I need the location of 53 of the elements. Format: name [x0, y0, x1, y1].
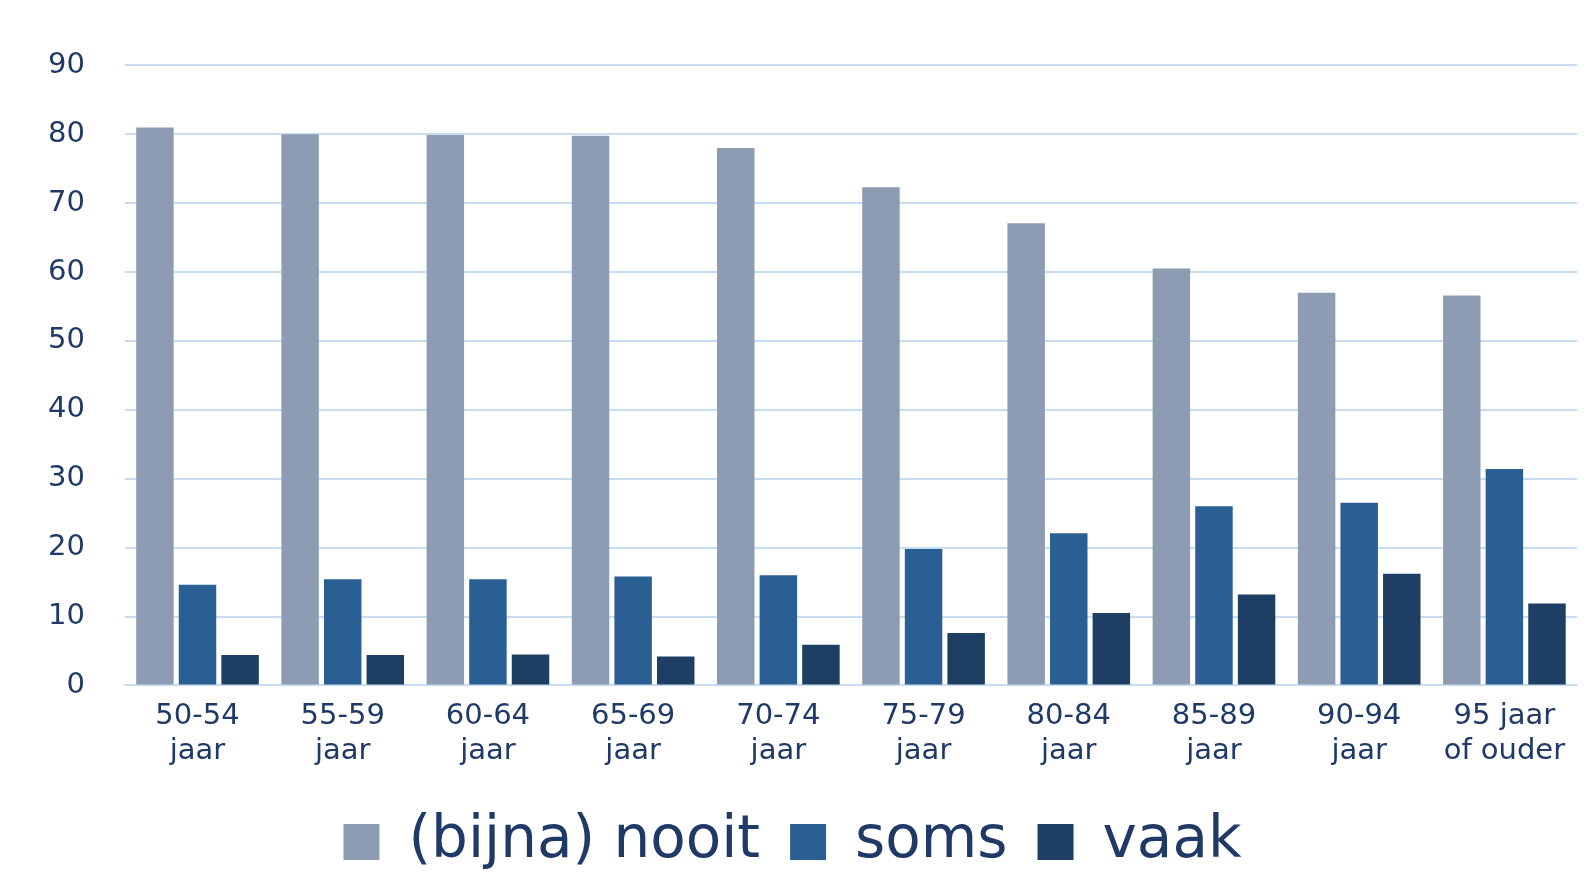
bar — [1485, 469, 1524, 685]
bar — [469, 579, 507, 685]
bar — [1237, 594, 1276, 685]
x-tick-label: 50-54 jaar — [155, 697, 240, 767]
y-tick-label: 30 — [48, 459, 85, 494]
bar — [802, 644, 840, 685]
bar — [717, 148, 755, 685]
bar — [426, 134, 465, 685]
bar — [136, 127, 174, 685]
x-tick-label: 85-89 jaar — [1171, 697, 1257, 767]
bar — [366, 655, 405, 685]
bar — [511, 654, 550, 685]
x-tick-label: 90-94 jaar — [1317, 697, 1402, 767]
x-tick-label: 95 jaar of ouder — [1443, 697, 1566, 767]
y-tick-label: 40 — [48, 390, 85, 425]
bar — [1152, 268, 1191, 685]
bar — [1195, 506, 1233, 685]
bar — [1443, 295, 1481, 685]
y-tick-label: 90 — [48, 45, 85, 80]
bar — [281, 134, 319, 685]
x-tick-label: 80-84 jaar — [1026, 697, 1111, 767]
bar — [323, 579, 362, 685]
x-tick-label: 65-69 jaar — [591, 697, 676, 767]
bar — [1007, 223, 1045, 685]
y-tick-label: 0 — [66, 665, 85, 700]
y-tick-label: 50 — [48, 321, 85, 356]
y-tick-label: 80 — [48, 114, 85, 149]
x-tick-label: 60-64 jaar — [445, 697, 531, 767]
legend-label: soms — [855, 803, 1008, 872]
bar — [862, 187, 900, 685]
bar — [614, 576, 652, 685]
legend-label: (bijna) nooit — [408, 803, 761, 872]
bar — [947, 633, 985, 685]
bar — [1383, 573, 1421, 685]
bar — [656, 656, 695, 685]
y-tick-label: 10 — [48, 597, 85, 632]
x-tick-label: 75-79 jaar — [881, 697, 966, 767]
bar — [1340, 502, 1378, 685]
bar — [904, 549, 943, 685]
bar — [178, 584, 217, 685]
bar — [1528, 603, 1566, 685]
bar — [571, 135, 610, 685]
y-tick-label: 70 — [48, 183, 85, 218]
legend-label: vaak — [1102, 803, 1242, 872]
bar — [1050, 533, 1088, 685]
y-tick-label: 20 — [48, 528, 85, 563]
bar — [221, 655, 259, 685]
x-tick-label: 70-74 jaar — [736, 697, 821, 767]
x-tick-label: 55-59 jaar — [300, 697, 385, 767]
bar — [1092, 613, 1131, 685]
bar — [1297, 292, 1336, 685]
bar — [759, 575, 798, 685]
y-tick-label: 60 — [48, 252, 85, 287]
